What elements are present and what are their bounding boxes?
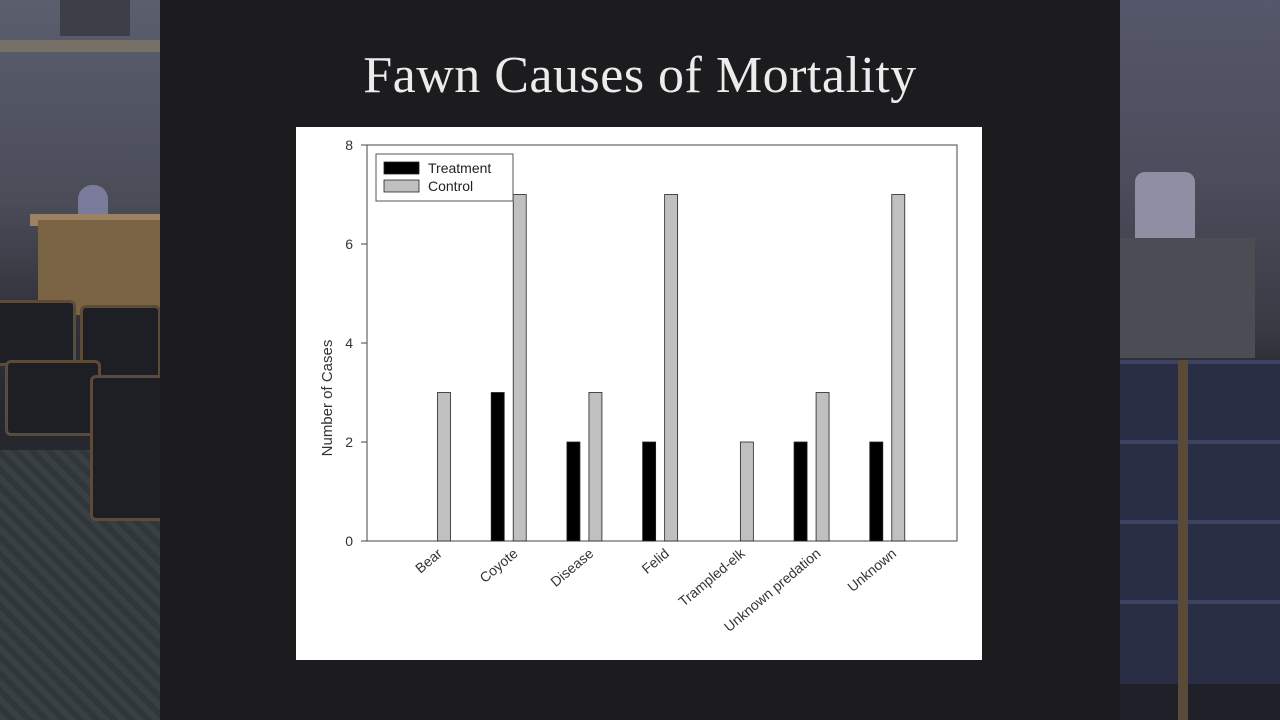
bar-control-unknown (891, 194, 906, 542)
seat-back (1135, 172, 1195, 242)
y-tick-label: 2 (345, 434, 353, 450)
chair (90, 375, 160, 521)
x-tick-label-unknown: Unknown (844, 545, 899, 595)
y-axis-title: Number of Cases (319, 340, 336, 457)
chart-panel: 0 2 4 6 8 Bear Coyote Disease Felid Trampled-elk U… (296, 127, 982, 660)
seat-row (1120, 520, 1280, 604)
seat-row (1120, 440, 1280, 524)
bar-control-coyote (512, 194, 527, 542)
bar-treatment-unknown (869, 441, 884, 542)
seat-post (1178, 360, 1188, 720)
x-tick-label-felid: Felid (639, 545, 673, 577)
seat-row (1120, 600, 1280, 684)
legend-label-treatment: Treatment (428, 160, 491, 176)
slide-title: Fawn Causes of Mortality (363, 47, 917, 104)
chart-bars (437, 194, 906, 542)
legend-swatch-control (383, 179, 420, 193)
y-tick-label: 6 (345, 236, 353, 252)
seat-row (1120, 360, 1280, 444)
chart-legend: Treatment Control (375, 153, 514, 202)
chair (5, 360, 101, 436)
bar-control-unknown-predation (815, 392, 830, 542)
ceiling-vent (60, 0, 130, 36)
chair (0, 300, 76, 366)
x-tick-label-disease: Disease (547, 545, 596, 590)
x-tick-label-coyote: Coyote (476, 545, 520, 586)
wall-trim (0, 40, 160, 52)
y-tick-label: 4 (345, 335, 353, 351)
presentation-slide: Fawn Causes of Mortality 0 2 4 6 8 Bear Coyote… (160, 0, 1120, 720)
y-tick-label: 8 (345, 137, 353, 153)
x-tick-label-bear: Bear (412, 545, 445, 576)
bar-control-felid (664, 194, 679, 542)
bar-chart: 0 2 4 6 8 Bear Coyote Disease Felid Trampled-elk U… (319, 137, 958, 635)
plot-frame (366, 144, 958, 542)
chart-axes (361, 144, 958, 542)
bar-control-bear (437, 392, 451, 542)
bar-treatment-unknown-predation (793, 441, 808, 542)
bar-control-trampled-elk (739, 441, 754, 542)
room-background-right (1120, 0, 1280, 720)
bench (1120, 238, 1255, 358)
bar-treatment-felid (642, 441, 657, 542)
bar-control-disease (588, 392, 603, 542)
chart-tick-labels: 0 2 4 6 8 Bear Coyote Disease Felid Trampled-elk U… (345, 137, 899, 635)
room-background-left (0, 0, 160, 720)
y-tick-label: 0 (345, 533, 353, 549)
podium (38, 220, 160, 315)
bar-treatment-coyote (490, 392, 505, 542)
legend-swatch-treatment (383, 161, 420, 175)
x-tick-label-trampled-elk: Trampled-elk (675, 544, 748, 609)
bar-treatment-disease (566, 441, 581, 542)
legend-label-control: Control (428, 178, 473, 194)
